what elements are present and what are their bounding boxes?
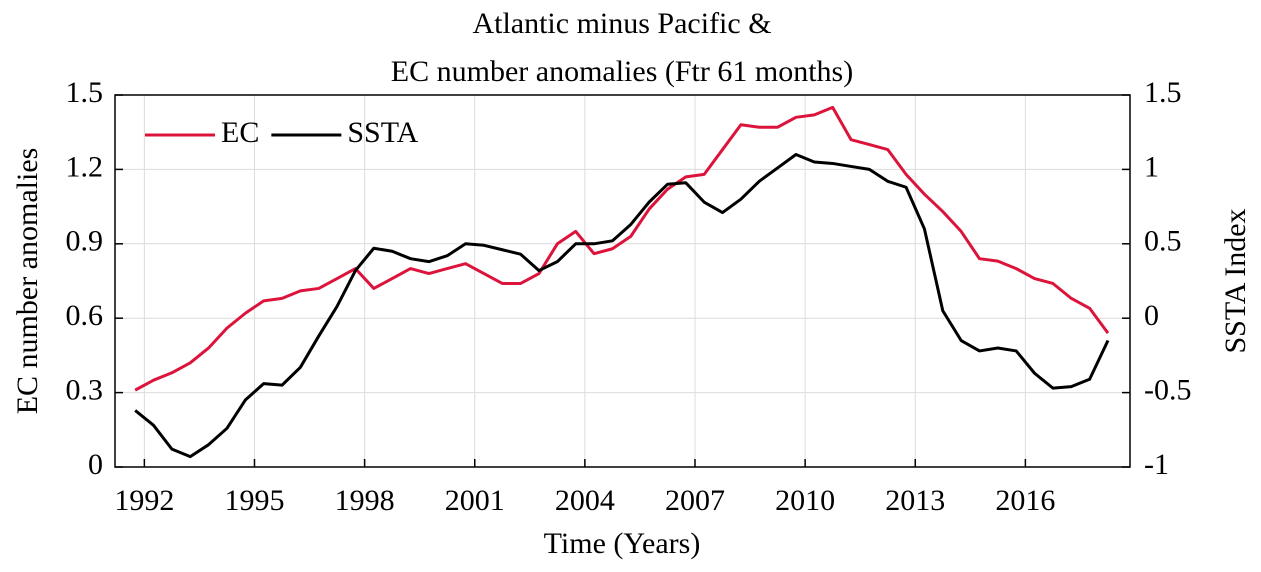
x-tick-label: 2013 xyxy=(885,484,945,517)
y-tick-label: 0.3 xyxy=(66,373,104,406)
y-tick-label: 1.2 xyxy=(66,150,104,183)
y2-tick-label: 1.5 xyxy=(1144,76,1182,109)
plot-frame xyxy=(114,94,1131,468)
y2-tick-label: 0 xyxy=(1144,299,1159,332)
x-axis-label: Time (Years) xyxy=(544,527,701,560)
x-tick-label: 2001 xyxy=(445,484,505,517)
x-tick-label: 2004 xyxy=(555,484,615,517)
data-line xyxy=(134,153,1110,459)
legend-label: SSTA xyxy=(347,116,418,149)
y-tick-label: 1.5 xyxy=(66,76,104,109)
y2-tick-label: 0.5 xyxy=(1144,225,1182,258)
legend-label: EC xyxy=(221,116,259,149)
x-tick-label: 1998 xyxy=(335,484,395,517)
x-tick-label: 2007 xyxy=(665,484,725,517)
y2-axis-label: SSTA Index xyxy=(1219,208,1252,353)
chart-title: Atlantic minus Pacific & xyxy=(472,7,771,40)
y2-tick-label: 1 xyxy=(1144,150,1159,183)
y-axis-label: EC number anomalies xyxy=(11,148,44,415)
x-tick-label: 2016 xyxy=(995,484,1055,517)
data-line xyxy=(134,105,1110,392)
chart-title: EC number anomalies (Ftr 61 months) xyxy=(391,55,853,88)
y-tick-label: 0 xyxy=(88,448,103,481)
y-tick-label: 0.6 xyxy=(66,299,104,332)
x-tick-label: 2010 xyxy=(775,484,835,517)
y2-tick-label: -0.5 xyxy=(1144,373,1192,406)
y2-tick-label: -1 xyxy=(1144,448,1169,481)
y-tick-label: 0.9 xyxy=(66,225,104,258)
x-tick-label: 1992 xyxy=(114,484,174,517)
x-tick-label: 1995 xyxy=(224,484,284,517)
